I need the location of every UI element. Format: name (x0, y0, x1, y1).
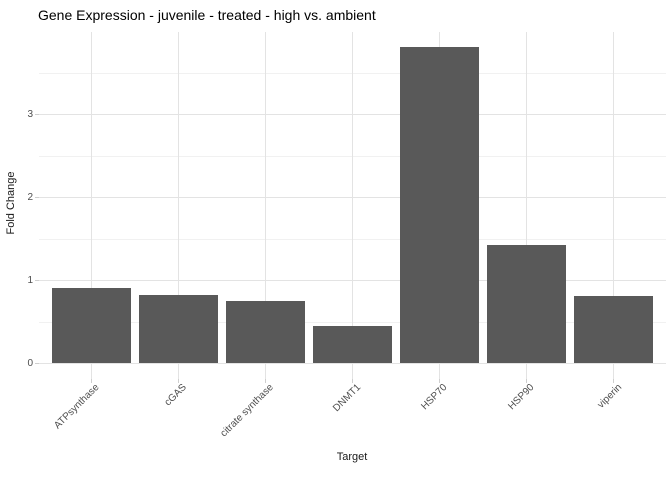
x-tick (265, 379, 266, 383)
bar-viperin (573, 296, 653, 363)
bar-citrate-synthase (225, 301, 305, 363)
bar-HSP90 (486, 245, 566, 363)
x-tick (613, 379, 614, 383)
x-tick-label: HSP90 (506, 382, 537, 413)
x-tick-label: viperin (595, 382, 624, 411)
x-tick-label: DNMT1 (330, 382, 363, 415)
x-tick (439, 379, 440, 383)
bar-HSP70 (399, 47, 479, 363)
x-tick (178, 379, 179, 383)
y-tick (35, 280, 39, 281)
bar-DNMT1 (312, 326, 392, 363)
gridline-vertical (265, 32, 266, 379)
chart-title: Gene Expression - juvenile - treated - h… (38, 7, 376, 23)
gridline-vertical (526, 32, 527, 379)
x-tick-label: cGAS (162, 382, 189, 409)
x-tick (91, 379, 92, 383)
x-tick-label: HSP70 (419, 382, 450, 413)
gridline-vertical (613, 32, 614, 379)
gridline-vertical (178, 32, 179, 379)
y-tick (35, 363, 39, 364)
bar-ATPsynthase (51, 288, 131, 363)
plot-panel (39, 32, 666, 379)
x-tick-label: citrate synthase (218, 382, 276, 440)
y-tick (35, 197, 39, 198)
x-tick-label: ATPsynthase (52, 382, 102, 432)
y-tick-label: 3 (27, 109, 33, 120)
bar-cGAS (138, 295, 218, 363)
y-tick (35, 114, 39, 115)
y-tick-label: 1 (27, 275, 33, 286)
x-axis-title: Target (336, 451, 368, 463)
gridline-vertical (91, 32, 92, 379)
y-tick-label: 2 (27, 192, 33, 203)
x-tick (526, 379, 527, 383)
gridline-vertical (352, 32, 353, 379)
y-tick-label: 0 (27, 358, 33, 369)
x-tick (352, 379, 353, 383)
y-axis-title: Fold Change (5, 171, 17, 235)
